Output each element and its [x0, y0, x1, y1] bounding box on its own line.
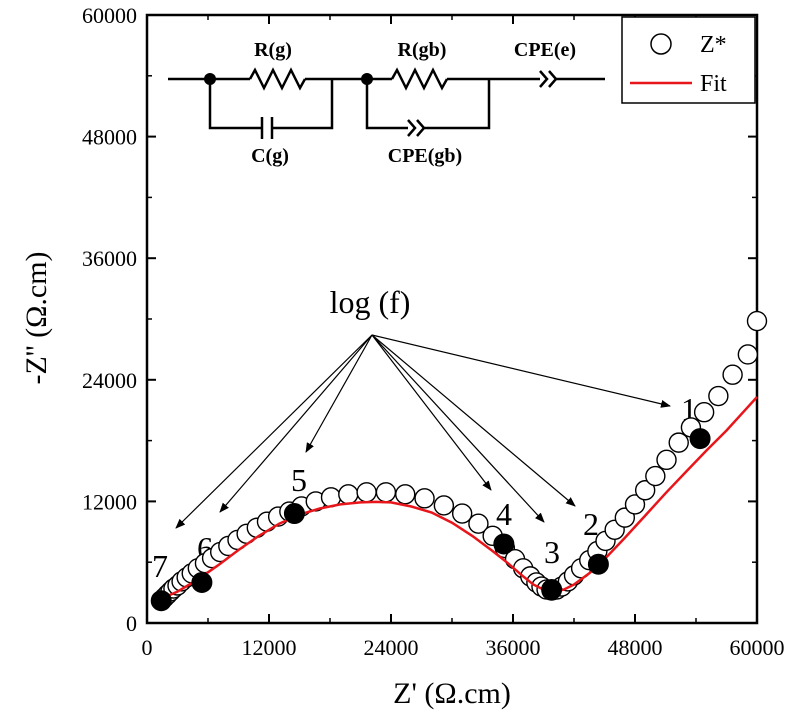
legend-box: [621, 16, 756, 104]
annotation-arrow: [305, 334, 373, 453]
zstar-point: [737, 344, 759, 365]
zstar-point: [338, 484, 359, 505]
x-tick-labels: 0 12000 24000 36000 48000 60000: [142, 635, 785, 660]
annotation-arrow: [371, 334, 545, 523]
fit-line: [160, 396, 758, 600]
annotation-arrow: [371, 334, 492, 491]
circuit-label-rg: R(g): [254, 39, 292, 61]
x-tick-label: 60000: [730, 635, 785, 660]
frequency-marker: [541, 579, 563, 601]
zstar-point: [375, 482, 397, 503]
y-tick-labels: 0 12000 24000 36000 48000 60000: [82, 3, 137, 636]
circuit-node: [204, 73, 216, 85]
zstar-point: [656, 449, 677, 471]
equivalent-circuit-inset: [168, 67, 605, 139]
legend-label-zstar: Z*: [700, 32, 727, 58]
frequency-marker: [689, 428, 711, 450]
zstar-point: [414, 488, 435, 509]
zstar-point: [722, 364, 743, 385]
x-tick-label: 36000: [486, 635, 541, 660]
zstar-point: [624, 494, 646, 515]
legend-marker-circle: [650, 33, 672, 55]
legend: Z* Fit: [621, 16, 756, 104]
frequency-marker: [283, 503, 305, 525]
y-tick-label: 48000: [82, 125, 137, 150]
frequency-label-4: 4: [496, 496, 512, 532]
zstar-point: [668, 432, 689, 453]
frequency-label-5: 5: [291, 462, 307, 498]
zstar-point: [645, 465, 666, 487]
y-axis-label: -Z'' (Ω.cm): [20, 251, 53, 384]
frequency-marker: [587, 553, 609, 575]
legend-label-fit: Fit: [700, 71, 727, 97]
annotation-title: log (f): [330, 284, 411, 320]
frequency-marker: [191, 571, 213, 593]
circuit-node: [361, 73, 373, 85]
zstar-point: [356, 482, 377, 503]
annotation-arrow: [219, 334, 373, 513]
y-tick-label: 36000: [82, 246, 137, 271]
y-tick-label: 60000: [82, 3, 137, 28]
circuit-label-cg: C(g): [251, 145, 289, 167]
frequency-marker: [150, 590, 172, 612]
y-tick-label: 12000: [82, 489, 137, 514]
x-tick-label: 12000: [242, 635, 297, 660]
zstar-point: [708, 385, 729, 407]
zstar-point: [468, 513, 489, 534]
y-tick-label: 0: [126, 611, 137, 636]
x-tick-label: 48000: [608, 635, 663, 660]
y-tick-label: 24000: [82, 368, 137, 393]
x-tick-label: 24000: [364, 635, 419, 660]
circuit-label-rgb: R(gb): [398, 39, 447, 61]
circuit-label-cpegb: CPE(gb): [388, 145, 462, 167]
annotation-arrow: [175, 334, 373, 529]
x-tick-label: 0: [142, 635, 153, 660]
series-layer: [150, 310, 768, 612]
zstar-point: [395, 484, 416, 505]
frequency-marker: [493, 533, 515, 555]
zstar-point: [746, 310, 768, 332]
zstar-point: [451, 503, 473, 524]
annotation-arrow: [371, 334, 671, 408]
annotation-arrow: [371, 334, 576, 507]
x-axis-label: Z' (Ω.cm): [393, 677, 511, 710]
zstar-point: [433, 495, 455, 516]
annotation-arrows: [175, 334, 671, 529]
zstar-point: [634, 480, 656, 501]
frequency-label-3: 3: [544, 534, 560, 570]
frequency-label-2: 2: [583, 506, 599, 542]
zstar-point: [693, 402, 715, 423]
frequency-label-7: 7: [152, 548, 168, 584]
circuit-label-cpee: CPE(e): [514, 39, 576, 61]
